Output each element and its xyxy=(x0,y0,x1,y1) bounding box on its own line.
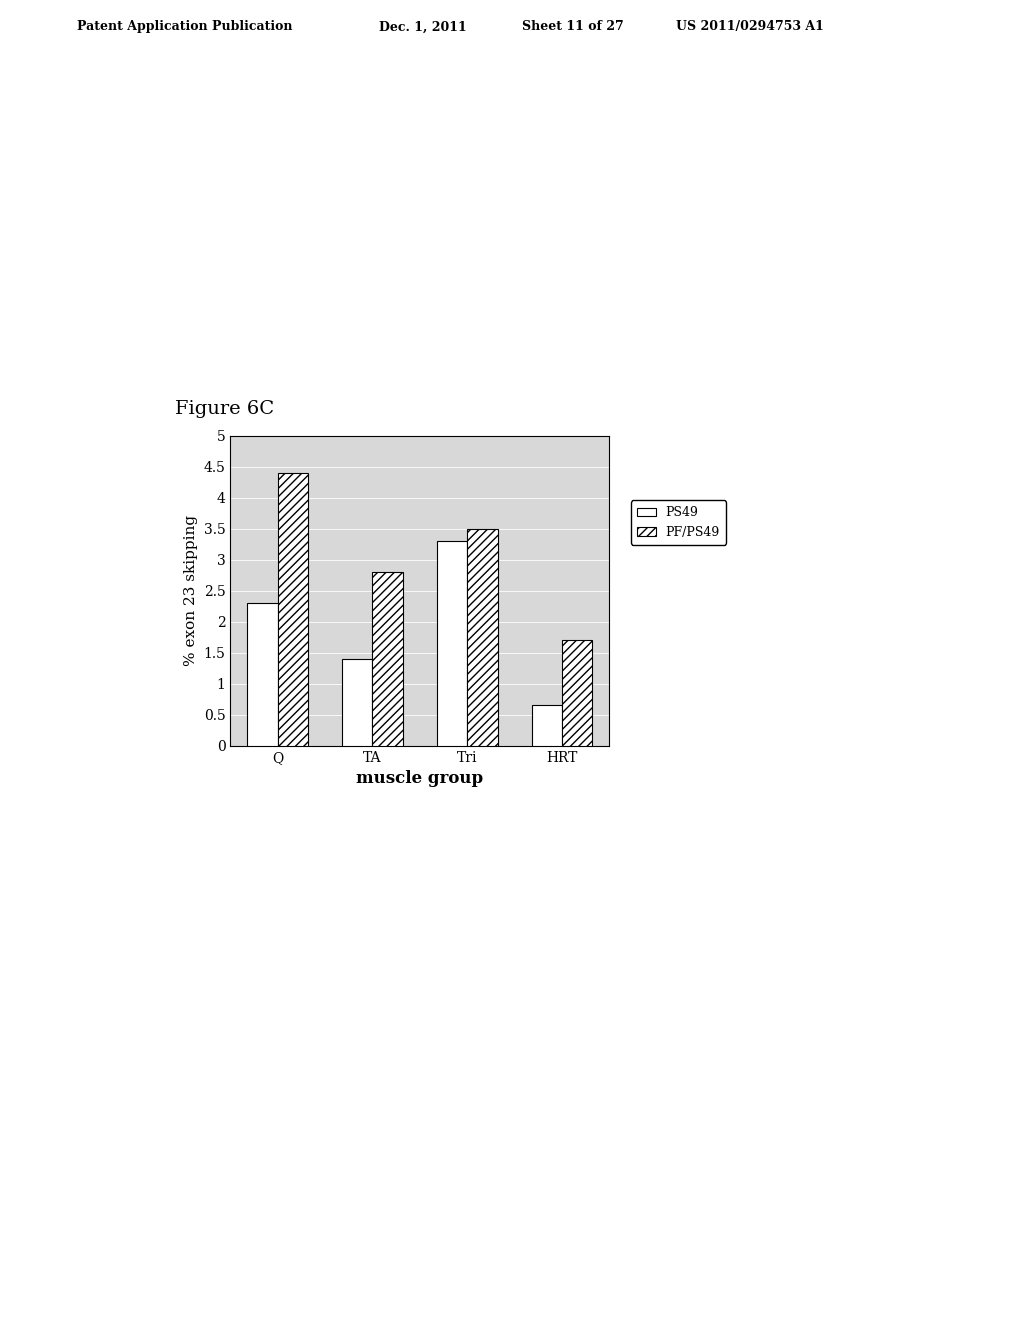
Bar xyxy=(467,529,498,746)
Bar xyxy=(373,572,402,746)
Bar xyxy=(230,436,609,746)
Bar xyxy=(342,659,373,746)
Y-axis label: % exon 23 skipping: % exon 23 skipping xyxy=(184,515,198,667)
Bar xyxy=(278,473,308,746)
X-axis label: muscle group: muscle group xyxy=(356,770,483,787)
Bar xyxy=(531,705,562,746)
Bar xyxy=(248,603,278,746)
Bar xyxy=(437,541,467,746)
Text: Figure 6C: Figure 6C xyxy=(175,400,274,418)
Text: Sheet 11 of 27: Sheet 11 of 27 xyxy=(522,20,624,33)
Legend: PS49, PF/PS49: PS49, PF/PS49 xyxy=(631,500,726,545)
Text: Dec. 1, 2011: Dec. 1, 2011 xyxy=(379,20,467,33)
Text: US 2011/0294753 A1: US 2011/0294753 A1 xyxy=(676,20,823,33)
Text: Patent Application Publication: Patent Application Publication xyxy=(77,20,292,33)
Bar xyxy=(562,640,592,746)
